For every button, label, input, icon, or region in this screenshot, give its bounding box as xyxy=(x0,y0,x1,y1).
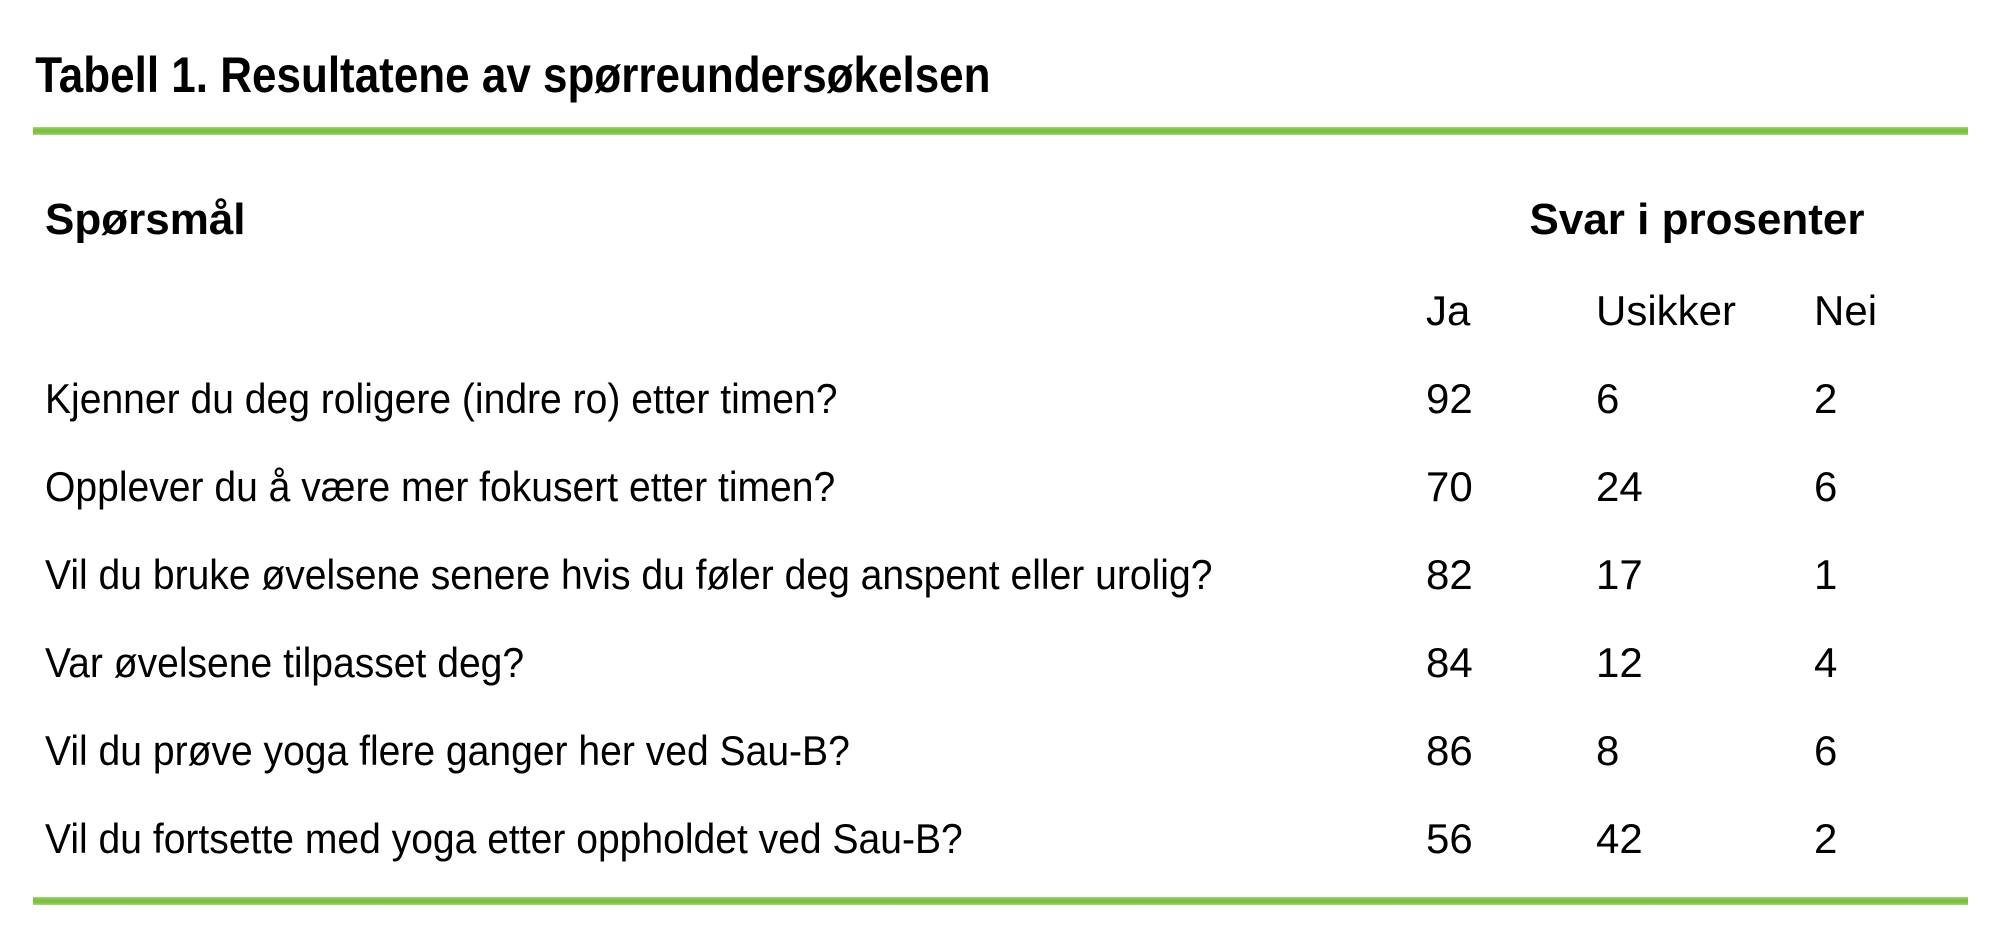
question-cell: Var øvelsene tilpasset deg? xyxy=(33,597,1426,685)
table-header-row: Spørsmål Svar i prosenter xyxy=(33,135,1968,243)
table-bottom-border-line xyxy=(33,897,1968,905)
question-text: Var øvelsene tilpasset deg? xyxy=(45,638,525,686)
question-text: Vil du bruke øvelsene senere hvis du føl… xyxy=(45,550,1213,598)
column-header-ja: Ja xyxy=(1426,286,1471,334)
question-cell: Vil du prøve yoga flere ganger her ved S… xyxy=(33,685,1426,773)
table-row: Kjenner du deg roligere (indre ro) etter… xyxy=(33,333,1968,421)
question-cell: Vil du fortsette med yoga etter oppholde… xyxy=(33,773,1426,861)
ja-value: 70 xyxy=(1426,462,1473,510)
question-text: Opplever du å være mer fokusert etter ti… xyxy=(45,462,836,510)
table-row: Vil du bruke øvelsene senere hvis du føl… xyxy=(33,509,1968,597)
nei-value: 6 xyxy=(1814,726,1838,774)
ja-value: 56 xyxy=(1426,814,1473,862)
usikker-value: 24 xyxy=(1596,462,1643,510)
usikker-value: 12 xyxy=(1596,638,1643,686)
question-cell: Vil du bruke øvelsene senere hvis du føl… xyxy=(33,509,1426,597)
question-text: Vil du prøve yoga flere ganger her ved S… xyxy=(45,726,850,774)
ja-value: 86 xyxy=(1426,726,1473,774)
table-row: Var øvelsene tilpasset deg? 84 12 4 xyxy=(33,597,1968,685)
question-cell: Opplever du å være mer fokusert etter ti… xyxy=(33,421,1426,509)
empty-header-cell xyxy=(33,243,1426,333)
question-cell: Kjenner du deg roligere (indre ro) etter… xyxy=(33,333,1426,421)
table-title: Tabell 1. Resultatene av spørreundersøke… xyxy=(35,47,991,103)
usikker-value: 17 xyxy=(1596,550,1643,598)
table-row: Vil du prøve yoga flere ganger her ved S… xyxy=(33,685,1968,773)
results-table: Spørsmål Svar i prosenter Ja Usikker Nei… xyxy=(33,135,1968,861)
nei-value: 2 xyxy=(1814,374,1838,422)
ja-value: 82 xyxy=(1426,550,1473,598)
nei-value: 4 xyxy=(1814,638,1838,686)
usikker-value: 8 xyxy=(1596,726,1620,774)
nei-value: 6 xyxy=(1814,462,1838,510)
nei-value: 2 xyxy=(1814,814,1838,862)
question-text: Vil du fortsette med yoga etter oppholde… xyxy=(45,814,963,862)
nei-value: 1 xyxy=(1814,550,1838,598)
ja-value: 92 xyxy=(1426,374,1473,422)
table-top-border-line xyxy=(33,127,1968,135)
usikker-value: 6 xyxy=(1596,374,1620,422)
column-header-questions: Spørsmål xyxy=(45,194,246,244)
table-row: Opplever du å være mer fokusert etter ti… xyxy=(33,421,1968,509)
column-header-usikker: Usikker xyxy=(1596,286,1737,334)
table-row: Vil du fortsette med yoga etter oppholde… xyxy=(33,773,1968,861)
table-subheader-row: Ja Usikker Nei xyxy=(33,243,1968,333)
column-group-header-percent: Svar i prosenter xyxy=(1529,194,1865,244)
question-text: Kjenner du deg roligere (indre ro) etter… xyxy=(45,374,838,422)
ja-value: 84 xyxy=(1426,638,1473,686)
column-header-nei: Nei xyxy=(1814,286,1878,334)
usikker-value: 42 xyxy=(1596,814,1643,862)
